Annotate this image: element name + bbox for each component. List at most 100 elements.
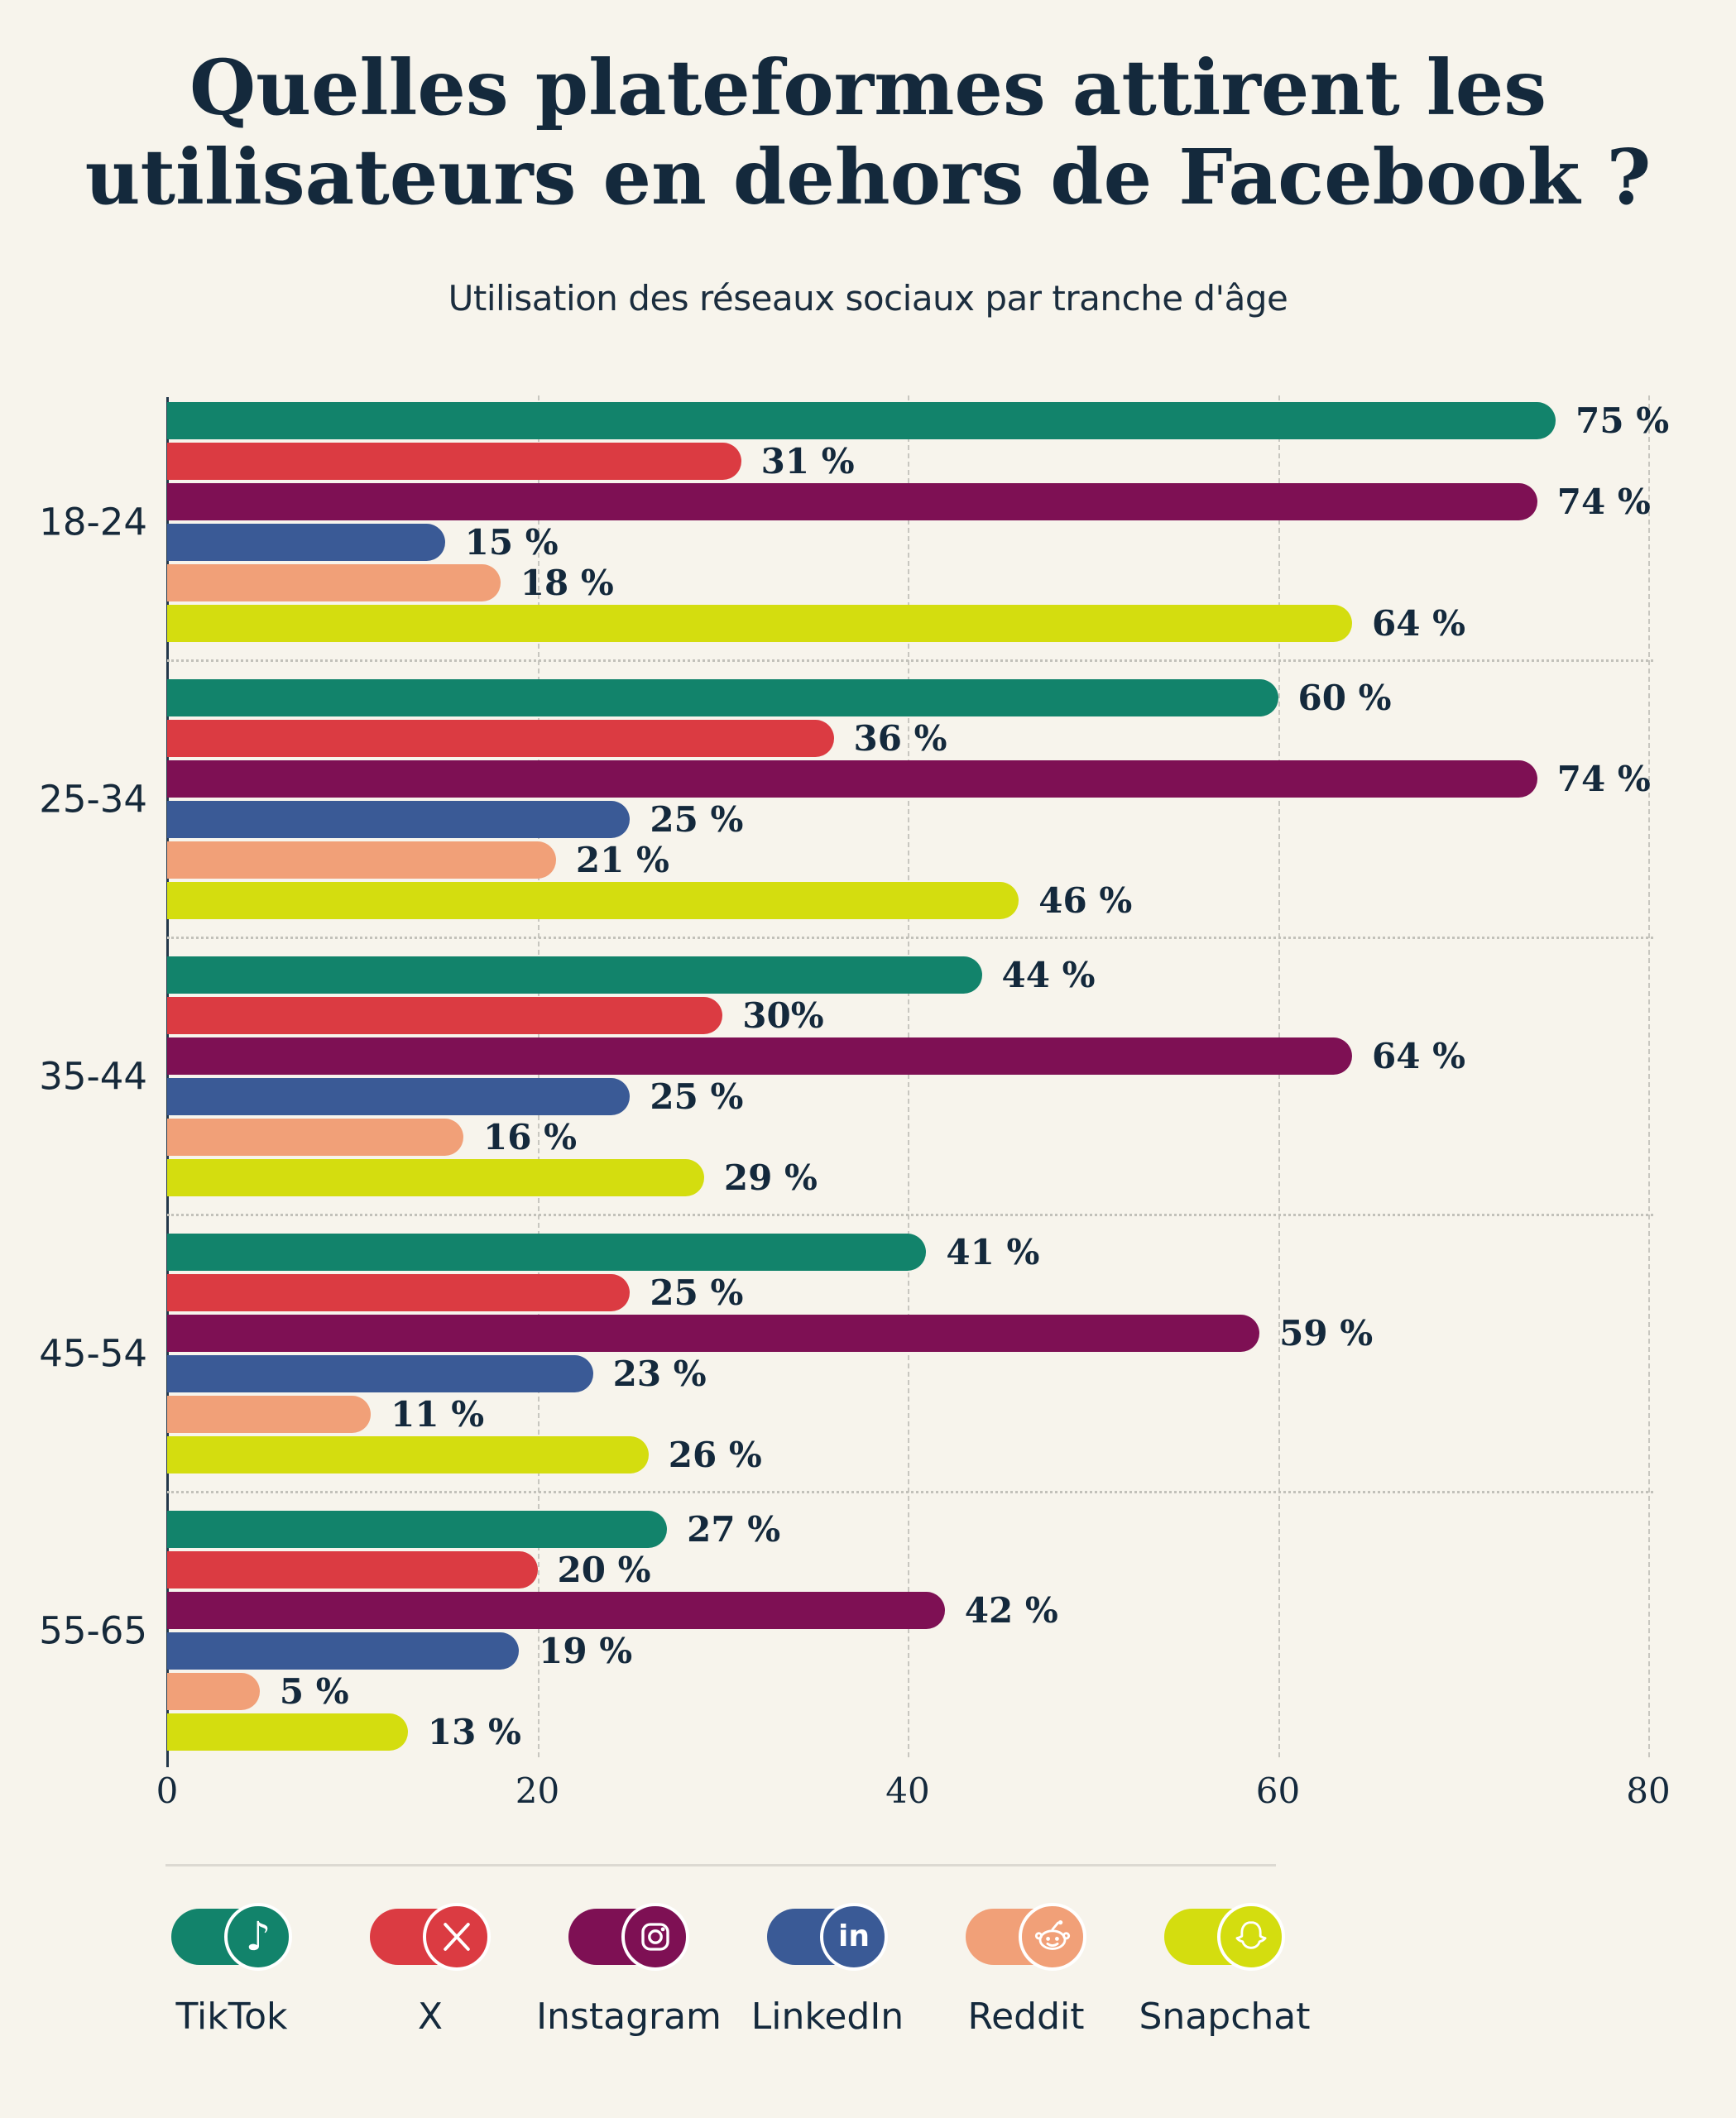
bar-linkedin-35-44 <box>167 1078 631 1115</box>
bar-row-x-18-24: 31 % <box>167 443 1648 480</box>
legend-item-x: X <box>331 1903 530 2038</box>
bar-row-snapchat-45-54: 26 % <box>167 1436 1648 1473</box>
bar-x-25-34 <box>167 720 834 757</box>
value-label-linkedin-55-65: 19 % <box>539 1630 633 1671</box>
age-group-35-44: 35-44 44 % 30% 64 % 25 % 16 % 29 % <box>39 937 1653 1196</box>
bar-x-35-44 <box>167 997 723 1034</box>
legend-label-instagram: Instagram <box>536 1996 722 2038</box>
bar-row-snapchat-35-44: 29 % <box>167 1159 1648 1196</box>
legend-item-linkedin: in LinkedIn <box>728 1903 927 2038</box>
value-label-tiktok-55-65: 27 % <box>687 1508 781 1550</box>
bar-row-tiktok-55-65: 27 % <box>167 1511 1648 1548</box>
value-label-snapchat-18-24: 64 % <box>1372 602 1465 644</box>
age-group-label-25-34: 25-34 <box>39 777 147 822</box>
bar-row-linkedin-25-34: 25 % <box>167 801 1648 838</box>
page-title-line2: utilisateurs en dehors de Facebook ? <box>84 132 1652 222</box>
snapchat-icon <box>1164 1903 1285 1971</box>
x-logo-glyph <box>444 1923 470 1951</box>
snapchat-icon-circle <box>1217 1903 1285 1971</box>
bar-x-18-24 <box>167 443 741 480</box>
bar-chart: 18-24 75 % 31 % 74 % 15 % 18 % 64 % 25-34 60 % 36… <box>39 395 1671 1811</box>
bar-row-reddit-55-65: 5 % <box>167 1673 1648 1710</box>
bar-groups: 18-24 75 % 31 % 74 % 15 % 18 % 64 % 25-34 60 % 36… <box>39 402 1669 1751</box>
bar-reddit-25-34 <box>167 841 556 879</box>
bar-row-reddit-45-54: 11 % <box>167 1396 1648 1433</box>
instagram-icon <box>568 1903 689 1971</box>
bar-snapchat-45-54 <box>167 1436 649 1473</box>
legend-label-snapchat: Snapchat <box>1139 1996 1311 2038</box>
value-label-x-55-65: 20 % <box>557 1549 651 1590</box>
bar-row-snapchat-55-65: 13 % <box>167 1713 1648 1751</box>
value-label-linkedin-35-44: 25 % <box>650 1076 744 1117</box>
age-group-label-55-65: 55-65 <box>39 1608 147 1653</box>
value-label-tiktok-18-24: 75 % <box>1575 400 1670 441</box>
bar-row-instagram-35-44: 64 % <box>167 1037 1648 1075</box>
value-label-x-35-44: 30% <box>742 994 824 1036</box>
linkedin-icon: in <box>767 1903 888 1971</box>
bar-row-instagram-18-24: 74 % <box>167 481 1651 522</box>
value-label-instagram-18-24: 74 % <box>1556 481 1651 522</box>
age-group-label-18-24: 18-24 <box>39 500 147 544</box>
bar-reddit-35-44 <box>167 1119 463 1156</box>
bar-row-tiktok-45-54: 41 % <box>167 1234 1648 1271</box>
chart-subtitle: Utilisation des réseaux sociaux par tran… <box>448 278 1288 319</box>
bar-linkedin-25-34 <box>167 801 631 838</box>
tiktok-icon: ♪ <box>171 1903 292 1971</box>
x-tick-label-0: 0 <box>156 1771 179 1811</box>
x-tick-label-40: 40 <box>885 1771 930 1811</box>
value-label-linkedin-25-34: 25 % <box>650 798 744 840</box>
linkedin-icon-circle: in <box>820 1903 888 1971</box>
in-glyph: in <box>838 1919 870 1953</box>
page-title: Quelles plateformes attirent les utilisat… <box>0 43 1736 222</box>
bar-tiktok-25-34 <box>167 679 1278 716</box>
x-tick-label-80: 80 <box>1626 1771 1671 1811</box>
bar-row-instagram-45-54: 59 % <box>167 1315 1648 1352</box>
page-title-line1: Quelles plateformes attirent les <box>189 43 1547 132</box>
bar-linkedin-18-24 <box>167 524 445 561</box>
legend-item-instagram: Instagram <box>530 1903 728 2038</box>
value-label-x-25-34: 36 % <box>853 717 947 759</box>
bar-row-snapchat-25-34: 46 % <box>167 882 1648 919</box>
bar-snapchat-35-44 <box>167 1159 704 1196</box>
bar-tiktok-45-54 <box>167 1234 927 1271</box>
value-label-snapchat-55-65: 13 % <box>427 1711 521 1752</box>
instagram-icon-circle <box>621 1903 689 1971</box>
bar-tiktok-18-24 <box>167 402 1556 439</box>
bar-row-x-45-54: 25 % <box>167 1274 1648 1311</box>
value-label-reddit-55-65: 5 % <box>279 1670 349 1712</box>
x-axis-ticks: 0 20 40 60 80 <box>156 1771 1671 1820</box>
legend: ♪ TikTok X Instagram in LinkedIn Reddit Snapcha… <box>132 1903 1324 2038</box>
legend-label-x: X <box>417 1996 444 2038</box>
value-label-x-18-24: 31 % <box>760 440 855 482</box>
bar-row-x-25-34: 36 % <box>167 720 1648 757</box>
age-group-25-34: 25-34 60 % 36 % 74 % 25 % 21 % 46 % <box>39 659 1653 919</box>
value-label-instagram-25-34: 74 % <box>1556 758 1651 799</box>
legend-item-tiktok: ♪ TikTok <box>132 1903 331 2038</box>
value-label-snapchat-25-34: 46 % <box>1038 879 1133 921</box>
reddit-icon-circle <box>1019 1903 1086 1971</box>
age-group-label-35-44: 35-44 <box>39 1054 147 1099</box>
legend-item-snapchat: Snapchat <box>1125 1903 1324 2038</box>
value-label-instagram-45-54: 59 % <box>1279 1312 1374 1354</box>
bar-row-x-35-44: 30% <box>167 997 1648 1034</box>
x-tick-label-20: 20 <box>515 1771 560 1811</box>
legend-label-tiktok: TikTok <box>175 1996 288 2038</box>
value-label-reddit-35-44: 16 % <box>483 1116 577 1157</box>
bar-x-55-65 <box>167 1551 538 1588</box>
bar-row-reddit-35-44: 16 % <box>167 1119 1648 1156</box>
value-label-linkedin-45-54: 23 % <box>612 1353 707 1394</box>
legend-divider <box>165 1864 1276 1866</box>
age-group-55-65: 55-65 27 % 20 % 42 % 19 % 5 % 13 % <box>39 1491 1653 1751</box>
bar-row-reddit-25-34: 21 % <box>167 841 1648 879</box>
value-label-reddit-25-34: 21 % <box>575 839 669 880</box>
value-label-tiktok-35-44: 44 % <box>1001 954 1096 995</box>
value-label-instagram-55-65: 42 % <box>964 1589 1058 1631</box>
ghost-glyph <box>1235 1921 1267 1949</box>
bar-linkedin-55-65 <box>167 1632 520 1670</box>
bar-x-45-54 <box>167 1274 631 1311</box>
bar-row-reddit-18-24: 18 % <box>167 564 1648 601</box>
bar-reddit-45-54 <box>167 1396 372 1433</box>
bar-row-tiktok-18-24: 75 % <box>167 402 1669 439</box>
bar-row-instagram-55-65: 42 % <box>167 1592 1648 1629</box>
